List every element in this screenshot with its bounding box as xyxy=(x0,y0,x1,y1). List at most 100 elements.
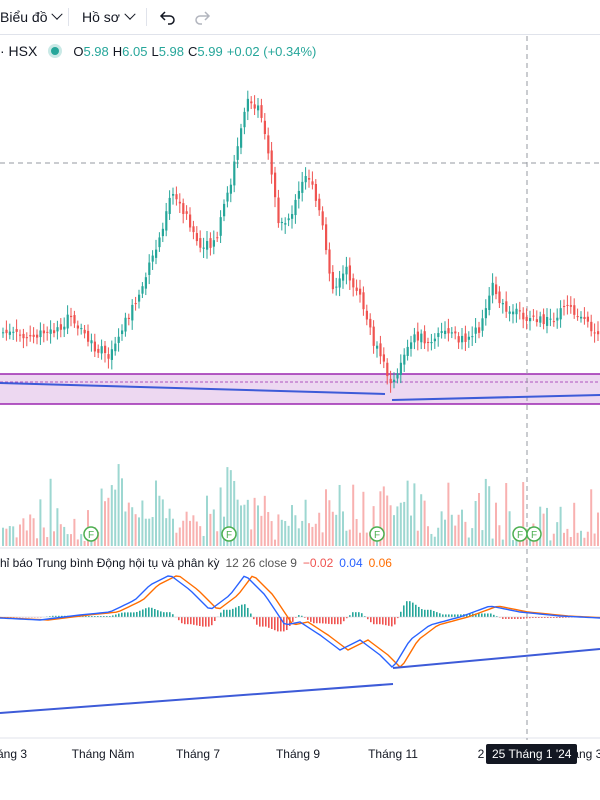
volume-bar xyxy=(172,518,174,546)
volume-bar xyxy=(512,540,514,546)
redo-button[interactable] xyxy=(192,0,212,34)
candle-body xyxy=(270,150,273,175)
candle-body xyxy=(100,346,103,354)
volume-bar xyxy=(399,502,402,546)
candle-body xyxy=(172,194,175,196)
chart-menu-button[interactable]: Biểu đồ xyxy=(0,0,64,34)
macd-histogram-bar xyxy=(139,610,141,617)
macd-histogram-bar xyxy=(148,607,150,617)
macd-histogram-bar xyxy=(238,606,240,617)
volume-bar xyxy=(63,526,66,546)
macd-histogram-bar xyxy=(448,614,450,617)
volume-bar xyxy=(427,526,429,546)
top-toolbar: Biểu đồ Hồ sơ xyxy=(0,0,600,35)
candle-body xyxy=(121,330,124,335)
macd-histogram-bar xyxy=(205,617,207,627)
volume-bar xyxy=(100,488,103,546)
financial-marker xyxy=(221,526,237,542)
candle-body xyxy=(376,345,379,349)
volume-bar xyxy=(311,526,314,546)
macd-histogram-bar xyxy=(361,613,363,617)
macd-histogram-bar xyxy=(55,615,57,617)
candle-body xyxy=(348,265,351,281)
macd-histogram-bar xyxy=(391,617,393,627)
volume-bar xyxy=(437,527,440,546)
candle-body xyxy=(267,135,270,154)
candle-body xyxy=(195,233,198,242)
candle-body xyxy=(481,318,484,331)
volume-bar xyxy=(284,521,287,546)
volume-bar xyxy=(5,528,8,546)
candle-body xyxy=(277,197,280,224)
candle-body xyxy=(104,345,107,354)
macd-histogram-bar xyxy=(466,613,468,617)
candle-body xyxy=(403,354,406,365)
volume-bar xyxy=(481,530,484,546)
macd-histogram-bar xyxy=(178,617,180,621)
macd-histogram-bar xyxy=(358,612,360,617)
volume-bar xyxy=(114,489,117,546)
candle-body xyxy=(158,237,161,248)
volume-bar xyxy=(270,521,273,546)
volume-bar xyxy=(505,483,508,546)
candle-body xyxy=(437,333,440,337)
candle-body xyxy=(141,286,144,294)
macd-params: 12 26 close 9 xyxy=(225,556,297,570)
undo-button[interactable] xyxy=(158,0,178,34)
macd-histogram-bar xyxy=(445,614,447,617)
macd-histogram-bar xyxy=(253,617,255,620)
candle-body xyxy=(308,178,311,180)
candle-body xyxy=(440,331,443,333)
volume-bar xyxy=(165,518,168,546)
candle-body xyxy=(471,336,474,338)
volume-bar xyxy=(433,536,436,546)
volume-bar xyxy=(209,513,212,546)
financial-marker-label: F xyxy=(531,530,537,541)
macd-histogram-bar xyxy=(364,616,366,617)
macd-histogram-bar xyxy=(340,617,342,625)
volume-bar xyxy=(522,482,525,546)
macd-histogram-bar xyxy=(274,617,276,631)
macd-histogram-bar xyxy=(157,610,159,617)
candle-body xyxy=(301,181,304,193)
volume-bar xyxy=(365,532,368,546)
volume-bar xyxy=(206,495,208,546)
candle-body xyxy=(226,192,229,202)
support-zone xyxy=(0,374,600,404)
candle-body xyxy=(447,328,450,334)
macd-histogram-bar xyxy=(130,612,132,617)
candle-body xyxy=(444,330,447,335)
financial-marker xyxy=(369,526,385,542)
profile-menu-button[interactable]: Hồ sơ xyxy=(82,0,136,34)
volume-bar xyxy=(246,499,249,546)
candle-body xyxy=(539,316,542,323)
volume-bar xyxy=(15,537,18,546)
volume-bar xyxy=(127,502,130,546)
macd-histogram-bar xyxy=(352,612,354,617)
candle-body xyxy=(576,316,579,318)
volume-bar xyxy=(158,495,161,546)
macd-histogram-bar xyxy=(202,617,204,627)
candle-body xyxy=(318,198,321,211)
volume-bar xyxy=(257,505,259,546)
symbol-label: · HSX xyxy=(0,43,38,59)
macd-legend: hỉ báo Trung bình Động hội tụ và phân kỳ… xyxy=(0,554,398,572)
volume-bar xyxy=(277,514,280,546)
candle-body xyxy=(491,282,494,296)
candle-body xyxy=(212,240,215,247)
candle-body xyxy=(80,328,83,330)
macd-histogram-bar xyxy=(511,617,513,619)
macd-histogram-bar xyxy=(193,617,195,625)
macd-histogram-bar xyxy=(127,612,129,617)
change-value: +0.02 (+0.34%) xyxy=(226,43,317,59)
candle-body xyxy=(15,329,18,332)
volume-bar xyxy=(474,501,477,546)
candle-body xyxy=(168,197,171,214)
volume-bar xyxy=(175,532,178,546)
macd-histogram-bar xyxy=(187,617,189,625)
macd-histogram-bar xyxy=(280,617,282,632)
macd-histogram-bar xyxy=(265,617,267,627)
macd-histogram-bar xyxy=(190,617,192,625)
macd-line xyxy=(0,575,600,668)
